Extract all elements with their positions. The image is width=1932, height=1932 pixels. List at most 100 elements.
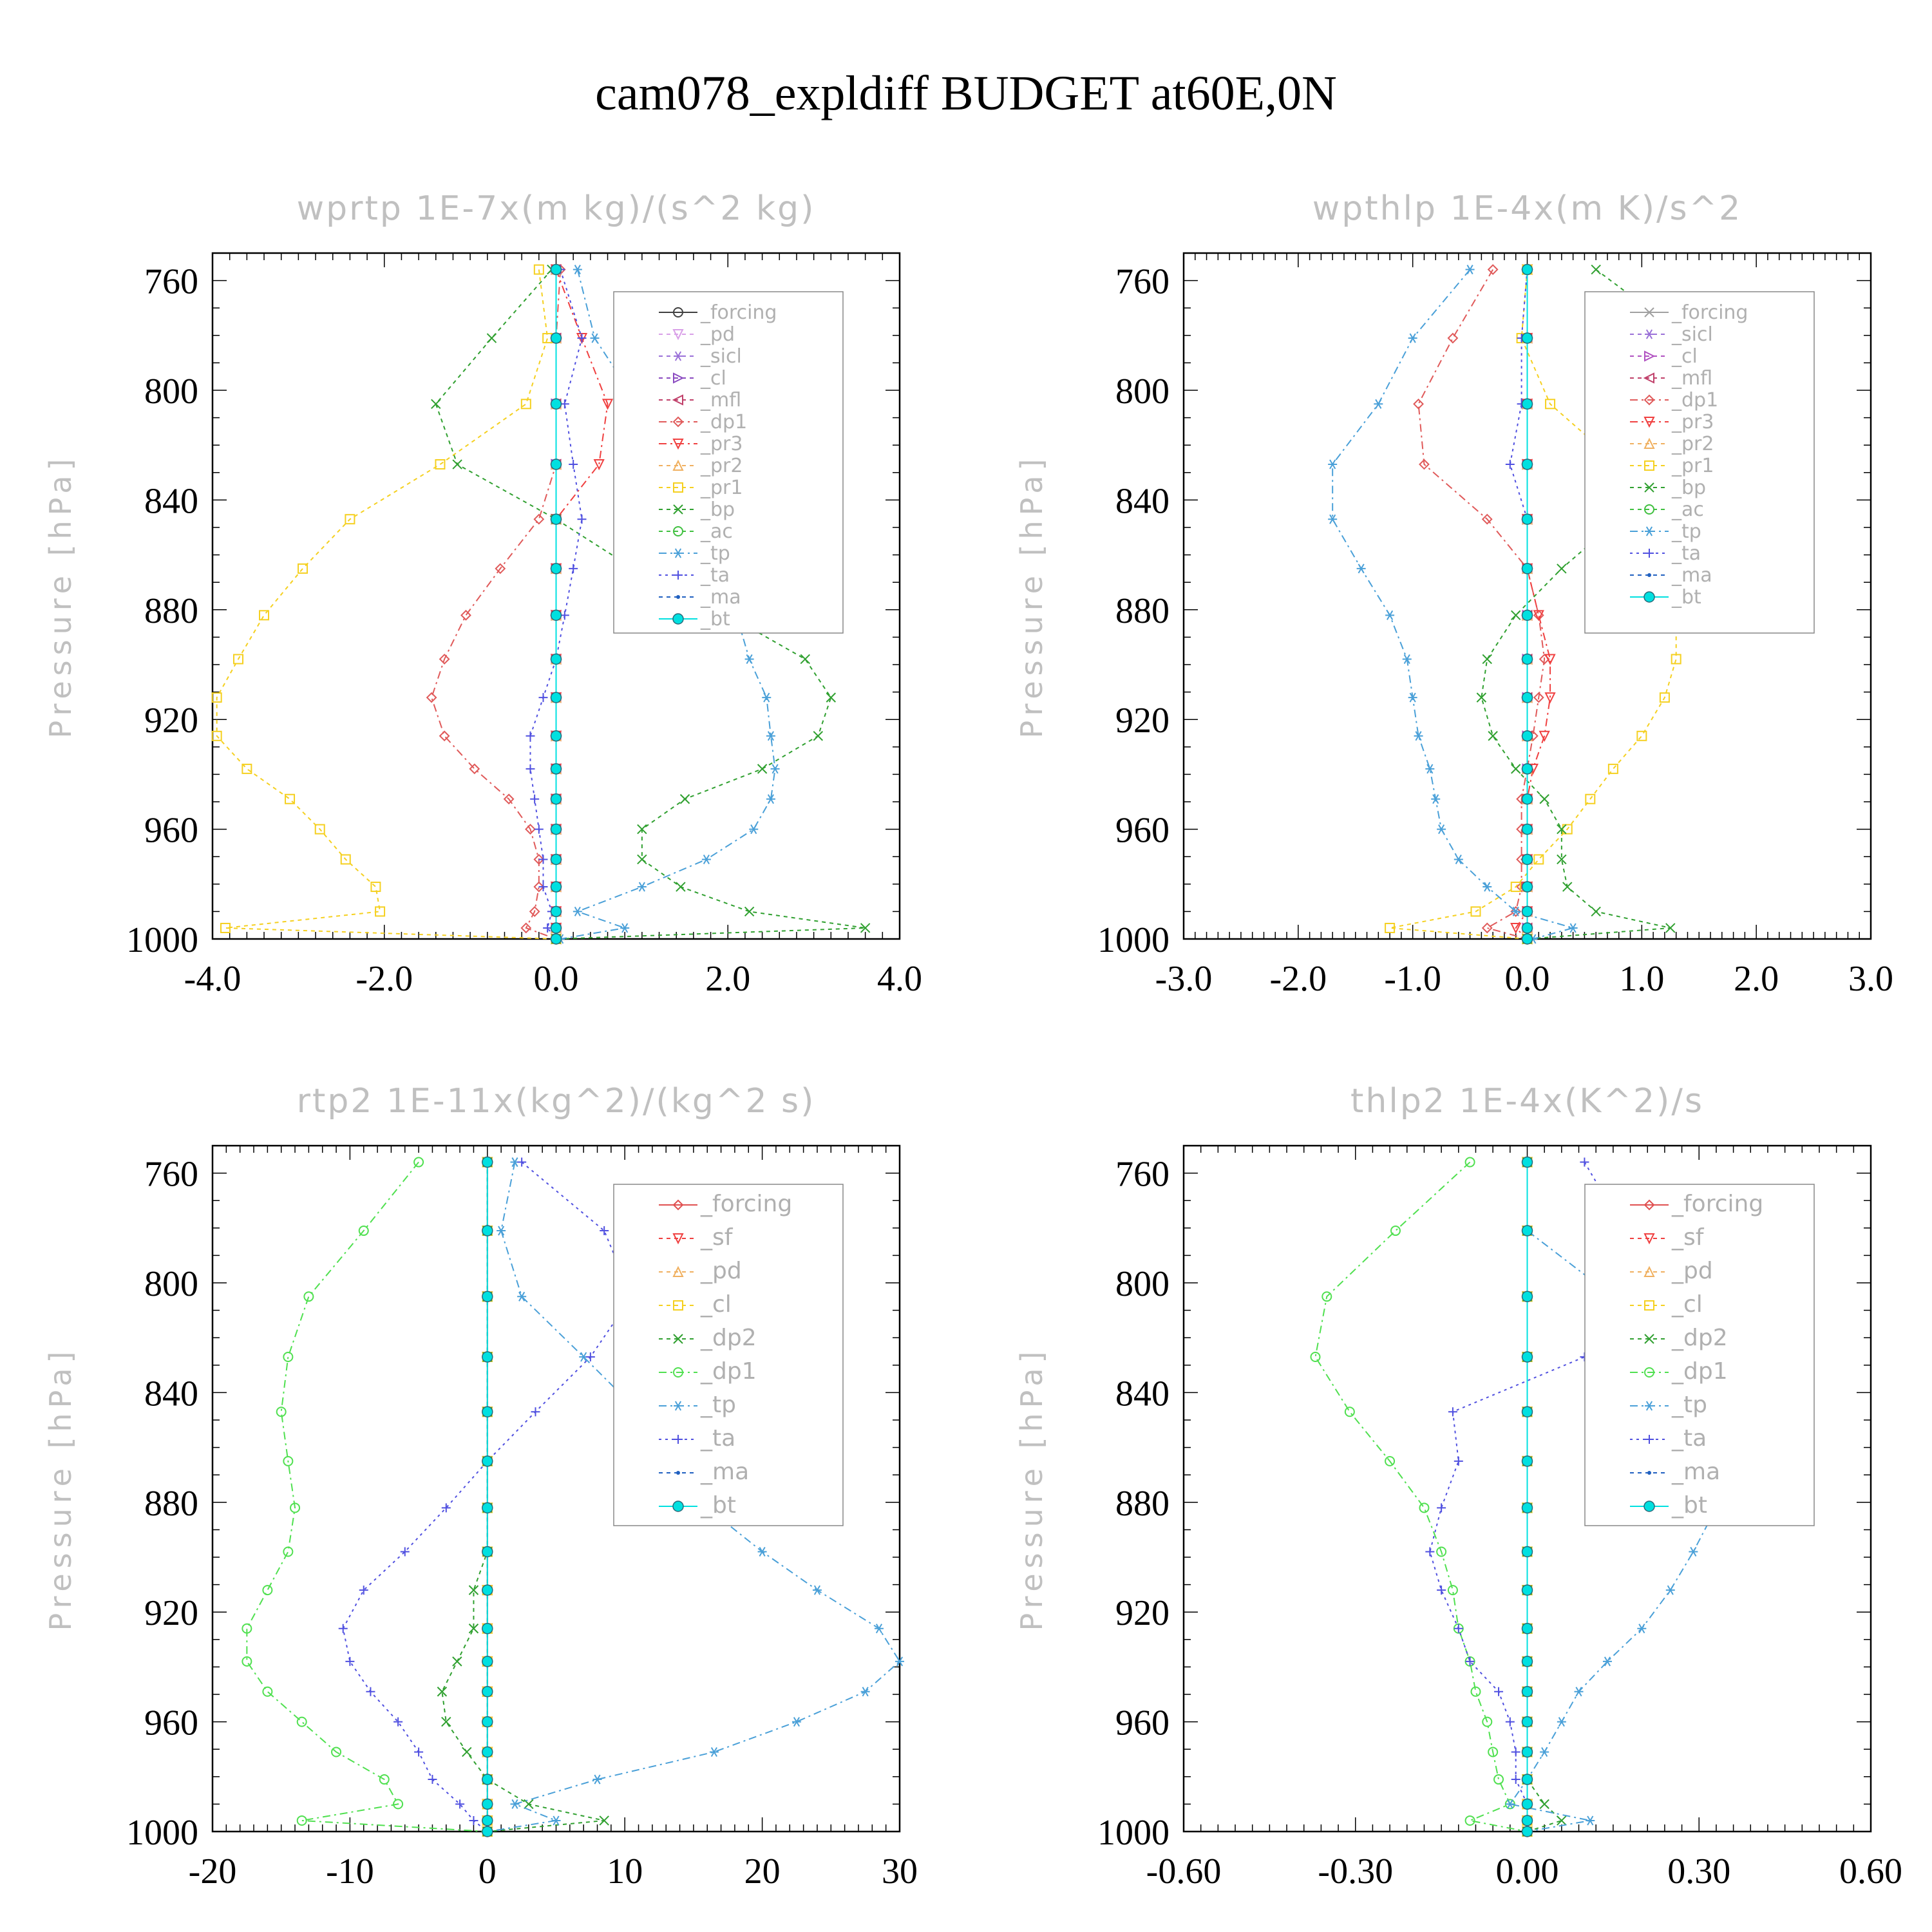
data-point-dp2 xyxy=(1557,1815,1567,1826)
data-point-dp1 xyxy=(1488,1747,1499,1757)
data-point-tp xyxy=(1431,794,1441,804)
data-point-dp2 xyxy=(437,1687,448,1697)
data-point-bp xyxy=(860,923,871,933)
data-point-dp1 xyxy=(262,1585,273,1596)
data-point-bp xyxy=(1476,692,1487,703)
data-point-tp xyxy=(573,265,582,275)
data-point-bp xyxy=(757,764,768,774)
legend-label-ma: _ma xyxy=(1671,1459,1720,1485)
data-point-pr1 xyxy=(211,730,222,741)
x-tick-label: 0.0 xyxy=(1505,959,1550,999)
data-point-bt xyxy=(1521,609,1533,621)
data-point-bp xyxy=(676,882,686,892)
data-point-pr3 xyxy=(593,459,605,471)
data-point-bt xyxy=(482,1156,493,1168)
data-point-ta xyxy=(1580,1157,1589,1167)
data-point-pr1 xyxy=(1385,922,1396,933)
data-point-bt xyxy=(550,513,562,525)
legend: _forcing _sf _pd _cl _dp2 _dp1 _tp _ta _ma _bt xyxy=(1584,1184,1815,1526)
data-point-dp1 xyxy=(1385,1455,1396,1466)
x-tick-label: -1.0 xyxy=(1384,959,1441,999)
y-tick-label: 1000 xyxy=(1097,920,1170,960)
legend-box xyxy=(1584,291,1815,634)
data-point-dp2 xyxy=(524,1799,534,1810)
series-line-tp xyxy=(487,1162,901,1832)
data-point-dp1 xyxy=(1493,1774,1504,1785)
data-point-tp xyxy=(590,333,600,343)
data-point-bt xyxy=(482,1502,493,1514)
x-tick-label: -0.30 xyxy=(1318,1852,1393,1891)
legend-marker-dp2 xyxy=(673,1334,683,1344)
legend-label-cl: _cl xyxy=(1671,1291,1703,1318)
data-point-dp1 xyxy=(1487,264,1499,275)
data-point-bt xyxy=(550,653,562,665)
series-line-dp1 xyxy=(1314,1161,1528,1832)
legend-marker-ma xyxy=(1647,573,1651,577)
x-tick-label: -10 xyxy=(326,1852,374,1891)
data-point-ta xyxy=(1448,1407,1457,1417)
series-line-dp1 xyxy=(246,1161,488,1832)
data-point-tp xyxy=(620,923,630,933)
data-point-bt xyxy=(1521,1225,1533,1236)
data-point-dp1 xyxy=(242,1623,252,1634)
data-point-bt xyxy=(1521,881,1533,893)
data-point-bt xyxy=(550,692,562,703)
data-point-dp2 xyxy=(468,1585,479,1595)
legend-label-dp1: _dp1 xyxy=(700,411,747,433)
legend-marker-sf xyxy=(672,1233,684,1245)
data-point-pr1 xyxy=(1607,763,1618,774)
panel-4: thlp2 1E-4x(K^2)/s Pressure [hPa] -0.60 -0.… xyxy=(1014,1082,1902,1891)
legend-marker-forcing xyxy=(1643,1199,1655,1211)
data-point-bp xyxy=(800,654,810,665)
data-point-bt xyxy=(1521,1455,1533,1467)
y-axis-label: Pressure [hPa] xyxy=(43,1347,78,1631)
figure-title: cam078_expldiff BUDGET at60E,0N xyxy=(595,66,1337,120)
data-point-pr1 xyxy=(242,763,252,774)
data-point-tp xyxy=(1586,1815,1595,1826)
data-point-pr1 xyxy=(259,610,270,621)
data-point-ta xyxy=(534,824,544,834)
data-point-tp xyxy=(895,1656,904,1667)
data-point-bt xyxy=(1521,332,1533,344)
data-point-tp xyxy=(744,654,754,664)
data-point-bt xyxy=(482,1774,493,1785)
data-point-pr1 xyxy=(533,264,544,275)
data-point-pr1 xyxy=(1533,854,1544,865)
data-point-bt xyxy=(1521,1546,1533,1558)
legend-label-bt: _bt xyxy=(700,608,730,630)
legend-label-pr1: _pr1 xyxy=(1671,455,1714,477)
data-point-bt xyxy=(1521,1798,1533,1810)
legend-marker-ac xyxy=(673,526,683,536)
data-point-dp1 xyxy=(276,1406,287,1417)
x-tick-label: -4.0 xyxy=(184,959,242,999)
data-point-dp1 xyxy=(1533,692,1544,703)
legend-marker-pr2 xyxy=(1643,437,1655,449)
x-tick-label: -3.0 xyxy=(1155,959,1213,999)
data-point-tp xyxy=(1408,692,1417,703)
y-tick-label: 800 xyxy=(144,1264,198,1304)
data-point-dp1 xyxy=(533,854,545,865)
data-point-tp xyxy=(1568,923,1578,933)
data-point-bt xyxy=(482,1815,493,1826)
data-point-bt xyxy=(1521,1746,1533,1758)
data-point-bp xyxy=(1557,824,1567,835)
data-point-tp xyxy=(497,1226,506,1236)
data-point-pr1 xyxy=(220,922,231,933)
data-point-tp xyxy=(573,906,582,916)
legend-label-ac: _ac xyxy=(1671,498,1704,521)
data-point-tp xyxy=(1637,1624,1647,1634)
data-point-dp2 xyxy=(441,1716,451,1727)
series-line-pr1 xyxy=(216,269,556,940)
legend-label-dp2: _dp2 xyxy=(700,1325,757,1351)
data-point-bp xyxy=(1591,264,1601,275)
data-point-pr1 xyxy=(345,514,355,525)
data-point-pr1 xyxy=(1659,692,1670,703)
x-tick-label: 30 xyxy=(882,1852,918,1891)
y-tick-label: 760 xyxy=(1115,262,1170,302)
y-tick-label: 760 xyxy=(144,262,198,302)
legend-marker-ta xyxy=(674,1435,683,1444)
data-point-tp xyxy=(762,692,772,703)
y-tick-label: 880 xyxy=(1115,591,1170,631)
legend-label-forcing: _forcing xyxy=(700,1191,792,1217)
data-point-bt xyxy=(1521,1774,1533,1785)
